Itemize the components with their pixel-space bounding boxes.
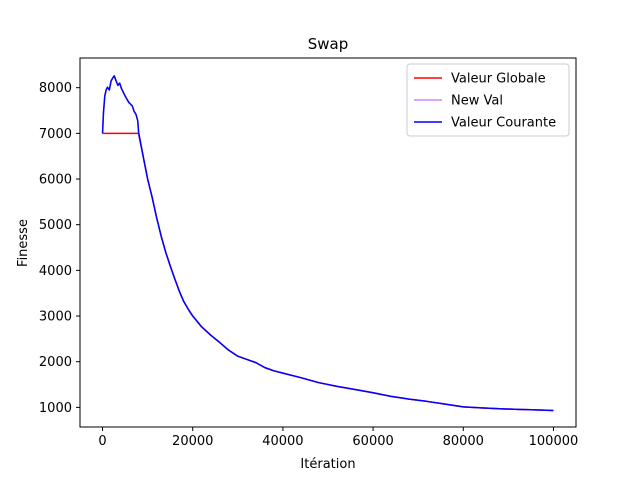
x-tick-label: 0 xyxy=(98,434,106,449)
y-tick-label: 8000 xyxy=(39,81,72,96)
plot-frame xyxy=(79,57,577,428)
y-tick-label: 2000 xyxy=(39,355,72,370)
y-tick-label: 5000 xyxy=(39,218,72,233)
x-tick-label: 40000 xyxy=(262,434,303,449)
y-tick-label: 6000 xyxy=(39,173,72,188)
y-tick-label: 4000 xyxy=(39,264,72,279)
legend-box xyxy=(406,63,570,137)
legend-label: Valeur Globale xyxy=(451,72,546,87)
x-tick-label: 60000 xyxy=(352,434,393,449)
x-axis: 0 20000 40000 60000 80000 100000 xyxy=(98,427,578,449)
y-tick-label: 1000 xyxy=(39,401,72,416)
y-tick-label: 7000 xyxy=(39,127,72,142)
y-axis: 1000 2000 3000 4000 5000 6000 7000 8000 xyxy=(39,81,80,416)
series-line-2 xyxy=(101,75,554,412)
legend-label: Valeur Courante xyxy=(451,116,556,131)
y-axis-label: Finesse xyxy=(16,219,31,267)
legend-label: New Val xyxy=(451,94,503,109)
x-tick-label: 80000 xyxy=(443,434,484,449)
x-axis-label: Itération xyxy=(300,457,355,472)
plot-area xyxy=(101,75,554,412)
y-tick-label: 3000 xyxy=(39,310,72,325)
chart-title: Swap xyxy=(308,35,349,53)
x-tick-label: 100000 xyxy=(529,434,579,449)
legend: Valeur Globale New Val Valeur Courante xyxy=(406,63,570,137)
x-tick-label: 20000 xyxy=(172,434,213,449)
